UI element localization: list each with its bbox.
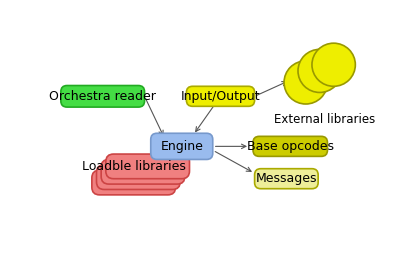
FancyBboxPatch shape: [61, 86, 144, 107]
Text: Messages: Messages: [256, 172, 317, 185]
Text: Orchestra reader: Orchestra reader: [49, 90, 156, 103]
FancyBboxPatch shape: [253, 136, 328, 156]
FancyBboxPatch shape: [186, 86, 254, 106]
Text: Loadble libraries: Loadble libraries: [82, 160, 186, 173]
Text: External libraries: External libraries: [274, 113, 376, 126]
Text: Base opcodes: Base opcodes: [247, 140, 334, 153]
Circle shape: [312, 43, 355, 86]
Text: Engine: Engine: [160, 140, 203, 153]
FancyBboxPatch shape: [96, 165, 180, 190]
Text: Input/Output: Input/Output: [181, 90, 260, 103]
FancyBboxPatch shape: [106, 154, 190, 179]
FancyBboxPatch shape: [92, 170, 176, 195]
FancyBboxPatch shape: [254, 169, 318, 189]
FancyBboxPatch shape: [101, 160, 185, 184]
Circle shape: [298, 49, 341, 92]
Circle shape: [284, 61, 328, 104]
FancyBboxPatch shape: [151, 133, 213, 160]
